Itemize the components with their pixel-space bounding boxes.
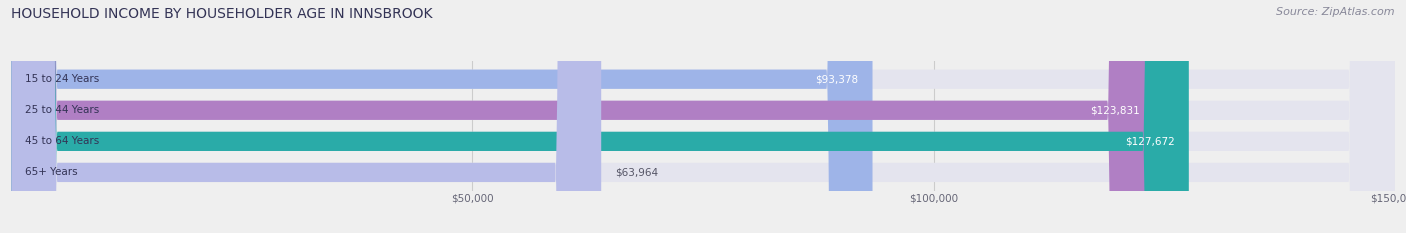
Text: 65+ Years: 65+ Years <box>25 168 77 177</box>
Text: 25 to 44 Years: 25 to 44 Years <box>25 105 100 115</box>
Text: $63,964: $63,964 <box>614 168 658 177</box>
Text: 45 to 64 Years: 45 to 64 Years <box>25 136 100 146</box>
FancyBboxPatch shape <box>11 0 1395 233</box>
Text: $127,672: $127,672 <box>1125 136 1175 146</box>
FancyBboxPatch shape <box>11 0 1153 233</box>
Text: Source: ZipAtlas.com: Source: ZipAtlas.com <box>1277 7 1395 17</box>
FancyBboxPatch shape <box>11 0 1395 233</box>
Text: 15 to 24 Years: 15 to 24 Years <box>25 74 100 84</box>
FancyBboxPatch shape <box>11 0 1395 233</box>
Text: HOUSEHOLD INCOME BY HOUSEHOLDER AGE IN INNSBROOK: HOUSEHOLD INCOME BY HOUSEHOLDER AGE IN I… <box>11 7 433 21</box>
FancyBboxPatch shape <box>11 0 873 233</box>
FancyBboxPatch shape <box>11 0 1189 233</box>
FancyBboxPatch shape <box>11 0 602 233</box>
Text: $123,831: $123,831 <box>1090 105 1139 115</box>
FancyBboxPatch shape <box>11 0 1395 233</box>
Text: $93,378: $93,378 <box>815 74 859 84</box>
